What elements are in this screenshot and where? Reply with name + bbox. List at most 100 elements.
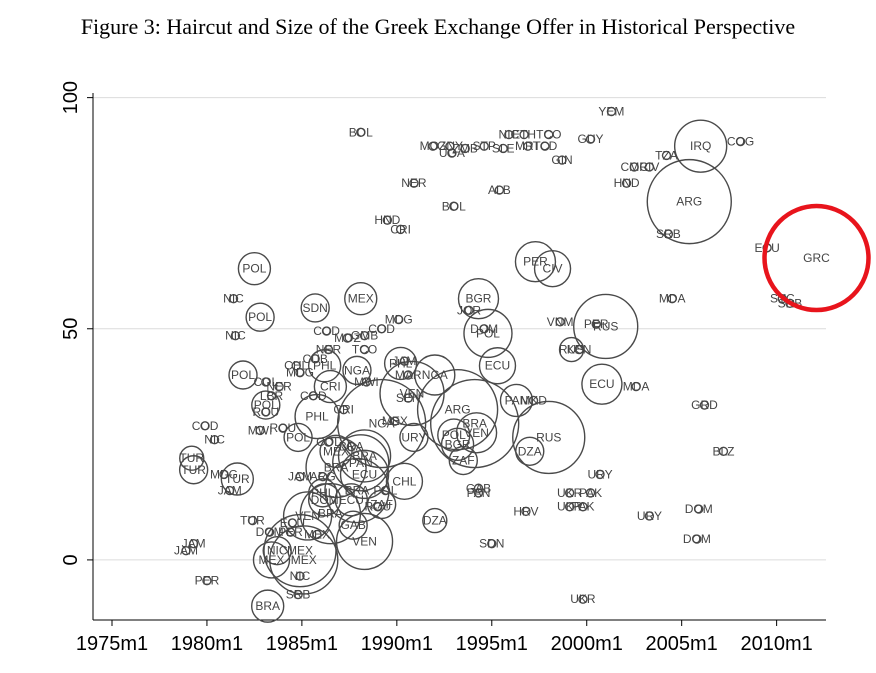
chart-title: Figure 3: Haircut and Size of the Greek … bbox=[80, 14, 796, 39]
data-point-label: DZA bbox=[423, 514, 447, 528]
data-point-bubble bbox=[269, 525, 339, 595]
data-point-label: GUY bbox=[578, 132, 604, 146]
data-point-bubble bbox=[644, 162, 655, 172]
data-point-label: MKD bbox=[520, 393, 547, 407]
data-point-bubble bbox=[383, 346, 418, 381]
data-point-label: PAK bbox=[579, 486, 602, 500]
data-point-label: JAM bbox=[288, 470, 312, 484]
data-point-label: ECU bbox=[280, 516, 305, 530]
data-point-label: UGA bbox=[439, 146, 465, 160]
data-point-label: POL bbox=[254, 398, 278, 412]
data-point-label: NIC bbox=[204, 433, 225, 447]
data-point-bubble bbox=[403, 393, 413, 403]
data-point-label: POL bbox=[242, 262, 266, 276]
data-point-label: DOM bbox=[685, 502, 713, 516]
data-point-bubble bbox=[440, 427, 475, 462]
data-point-label: RUS bbox=[559, 343, 584, 357]
data-point-label: BGR bbox=[465, 292, 491, 306]
x-tick-label: 2010m1 bbox=[740, 633, 812, 655]
data-point-label: URY bbox=[401, 430, 426, 444]
data-point-label: TUR bbox=[181, 463, 206, 477]
data-point-bubble bbox=[585, 488, 596, 498]
data-point-bubble bbox=[487, 539, 497, 549]
data-point-bubble bbox=[621, 178, 632, 188]
data-point-bubble bbox=[540, 141, 550, 151]
data-point-bubble bbox=[512, 400, 586, 475]
data-point-label: MAR bbox=[395, 368, 422, 382]
data-point-bubble bbox=[359, 330, 370, 341]
data-point-label: ARG bbox=[676, 195, 702, 209]
data-point-label: VEN bbox=[295, 509, 320, 523]
data-point-label: JAM bbox=[182, 537, 206, 551]
data-point-label: ZMB bbox=[453, 141, 478, 155]
data-point-label: CIV bbox=[543, 262, 563, 276]
data-point-bubble bbox=[498, 143, 508, 154]
data-point-label: PER bbox=[523, 255, 548, 269]
data-point-label: MWI bbox=[354, 375, 379, 389]
data-point-label: JAM bbox=[218, 484, 242, 498]
data-point-label: PHL bbox=[313, 359, 337, 373]
data-point-bubble bbox=[178, 455, 209, 485]
data-point-bubble bbox=[335, 512, 394, 571]
data-point-label: ROU bbox=[252, 405, 279, 419]
data-point-label: PAN bbox=[467, 486, 491, 500]
data-point-label: GRD bbox=[691, 398, 718, 412]
data-point-label: DOM bbox=[311, 493, 339, 507]
data-point-label: NER bbox=[401, 176, 427, 190]
data-point-label: POL bbox=[286, 430, 310, 444]
x-tick-label: 1990m1 bbox=[361, 633, 433, 655]
data-point-label: UKR bbox=[557, 486, 583, 500]
data-point-bubble bbox=[394, 314, 404, 325]
data-point-bubble bbox=[382, 215, 393, 225]
data-point-label: VEN bbox=[400, 386, 425, 400]
data-point-bubble bbox=[479, 141, 489, 151]
data-point-label: GAB bbox=[466, 481, 491, 495]
data-point-label: PAN bbox=[349, 456, 373, 470]
data-point-bubble bbox=[606, 106, 617, 117]
data-point-label: NIC bbox=[290, 569, 311, 583]
data-point-bubble bbox=[564, 488, 575, 498]
data-point-label: MEX bbox=[348, 292, 374, 306]
data-point-bubble bbox=[342, 333, 353, 343]
data-point-bubble bbox=[735, 136, 746, 147]
data-point-bubble bbox=[385, 462, 424, 501]
data-point-label: SRB bbox=[656, 227, 681, 241]
data-point-bubble bbox=[409, 178, 419, 188]
data-point-bubble bbox=[591, 319, 601, 329]
data-point-label: BRA bbox=[345, 484, 370, 498]
data-point-label: RUS bbox=[593, 319, 618, 333]
data-point-label: NGA bbox=[344, 363, 370, 377]
data-point-label: DZA bbox=[518, 444, 542, 458]
data-point-bubble bbox=[313, 369, 348, 404]
data-point-label: TUR bbox=[179, 451, 204, 465]
x-tick-label: 2000m1 bbox=[551, 633, 623, 655]
data-point-bubble bbox=[448, 445, 478, 476]
data-point-bubble bbox=[457, 278, 500, 320]
data-point-bubble bbox=[585, 134, 596, 144]
data-point-label: MOZ bbox=[420, 139, 447, 153]
data-point-label: GAB bbox=[340, 518, 365, 532]
data-point-label: BGR bbox=[445, 437, 471, 451]
data-point-bubble bbox=[237, 251, 272, 286]
data-point-bubble bbox=[373, 502, 383, 512]
data-point-label: YEM bbox=[598, 104, 624, 118]
data-point-bubble bbox=[699, 400, 710, 410]
data-point-label: URY bbox=[637, 509, 662, 523]
data-point-label: PER bbox=[278, 525, 303, 539]
data-point-bubble bbox=[644, 511, 655, 521]
data-point-bubble bbox=[344, 282, 378, 316]
data-point-bubble bbox=[578, 594, 588, 604]
data-point-label: NIC bbox=[223, 292, 244, 306]
data-point-bubble bbox=[692, 534, 702, 544]
data-point-bubble bbox=[663, 229, 674, 239]
data-point-label: CRI bbox=[333, 403, 354, 417]
data-point-label: ECU bbox=[352, 467, 377, 481]
data-point-bubble bbox=[338, 510, 368, 540]
x-tick-label: 1975m1 bbox=[76, 633, 148, 655]
data-point-bubble bbox=[428, 141, 438, 151]
data-point-bubble bbox=[264, 527, 275, 537]
data-point-bubble bbox=[514, 241, 557, 283]
data-point-bubble bbox=[479, 324, 489, 334]
data-point-bubble bbox=[403, 370, 413, 380]
data-point-bubble bbox=[274, 381, 284, 392]
